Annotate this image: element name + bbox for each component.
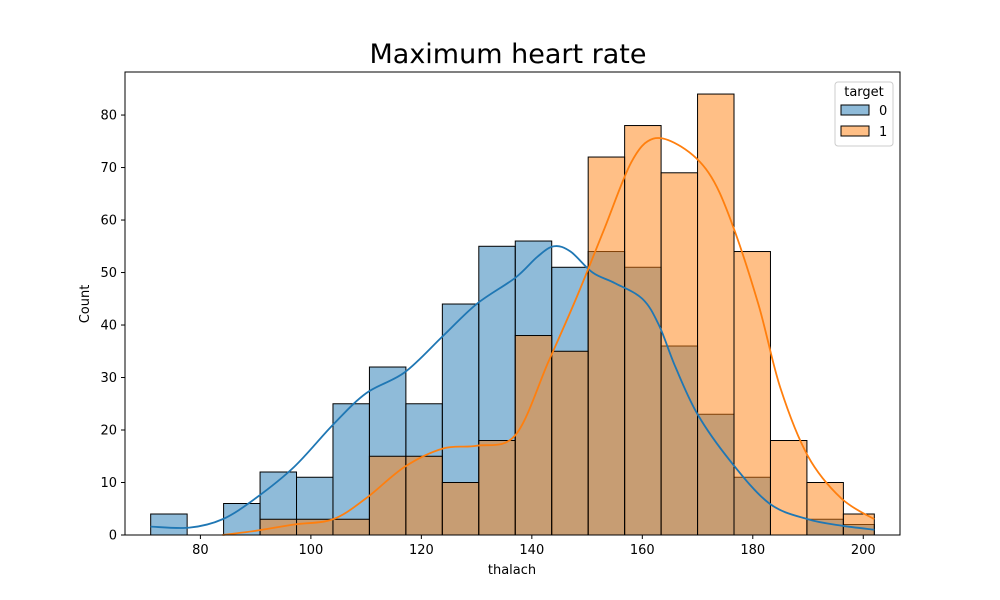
x-tick-label: 180 (740, 543, 765, 558)
bar-target-1-bin-16 (697, 93, 735, 536)
kde-line-target-0 (150, 245, 875, 531)
y-axis: 0 10 20 30 40 50 60 70 80 (100, 109, 125, 544)
x-axis: 80 100 120 140 160 180 200 (192, 535, 876, 558)
bar-target-1-bin-8 (405, 455, 443, 536)
x-tick-label: 100 (298, 543, 323, 558)
bar-target-1-bin-18 (769, 440, 808, 536)
y-tick-label: 80 (100, 109, 117, 124)
legend-swatch-target-0 (840, 104, 870, 116)
legend-label-target-0: 0 (879, 104, 887, 119)
x-tick-label: 80 (192, 543, 209, 558)
y-tick-label: 10 (100, 476, 117, 491)
bar-target-1-bin-14 (624, 125, 662, 536)
bar-target-0-bin-1 (150, 513, 188, 536)
chart-title: Maximum heart rate (369, 39, 646, 70)
y-tick-label: 60 (100, 214, 117, 229)
y-tick-label: 20 (100, 424, 117, 439)
bar-target-1-bin-6 (332, 518, 370, 536)
x-tick-label: 200 (851, 543, 876, 558)
legend-entries: 01 (840, 104, 887, 140)
legend: target 01 (834, 81, 894, 147)
y-tick-label: 30 (100, 371, 117, 386)
bar-target-1-bin-13 (587, 156, 626, 536)
legend-swatch-target-1 (840, 125, 870, 137)
bars-layer (150, 93, 875, 536)
bar-target-1-bin-15 (660, 172, 699, 536)
plot-frame (124, 71, 901, 536)
bar-target-1-bin-10 (478, 440, 516, 536)
y-tick-label: 50 (100, 266, 117, 281)
y-axis-label: Count (78, 285, 93, 324)
x-axis-label: thalach (488, 563, 536, 578)
bar-target-1-bin-9 (441, 482, 480, 536)
legend-title: target (844, 85, 884, 100)
bar-target-1-bin-12 (551, 350, 589, 536)
bar-target-1-bin-19 (806, 482, 844, 536)
bar-target-1-bin-7 (368, 455, 407, 536)
kde-line-target-1 (222, 137, 875, 536)
legend-label-target-1: 1 (879, 125, 887, 140)
x-tick-label: 160 (630, 543, 655, 558)
y-tick-label: 70 (100, 161, 117, 176)
y-tick-label: 40 (100, 319, 117, 334)
y-tick-label: 0 (109, 529, 117, 544)
kde-layer (150, 137, 875, 536)
x-tick-label: 120 (409, 543, 434, 558)
x-tick-label: 140 (519, 543, 544, 558)
bar-target-0-bin-6 (332, 403, 370, 536)
bar-target-1-bin-17 (733, 251, 771, 536)
